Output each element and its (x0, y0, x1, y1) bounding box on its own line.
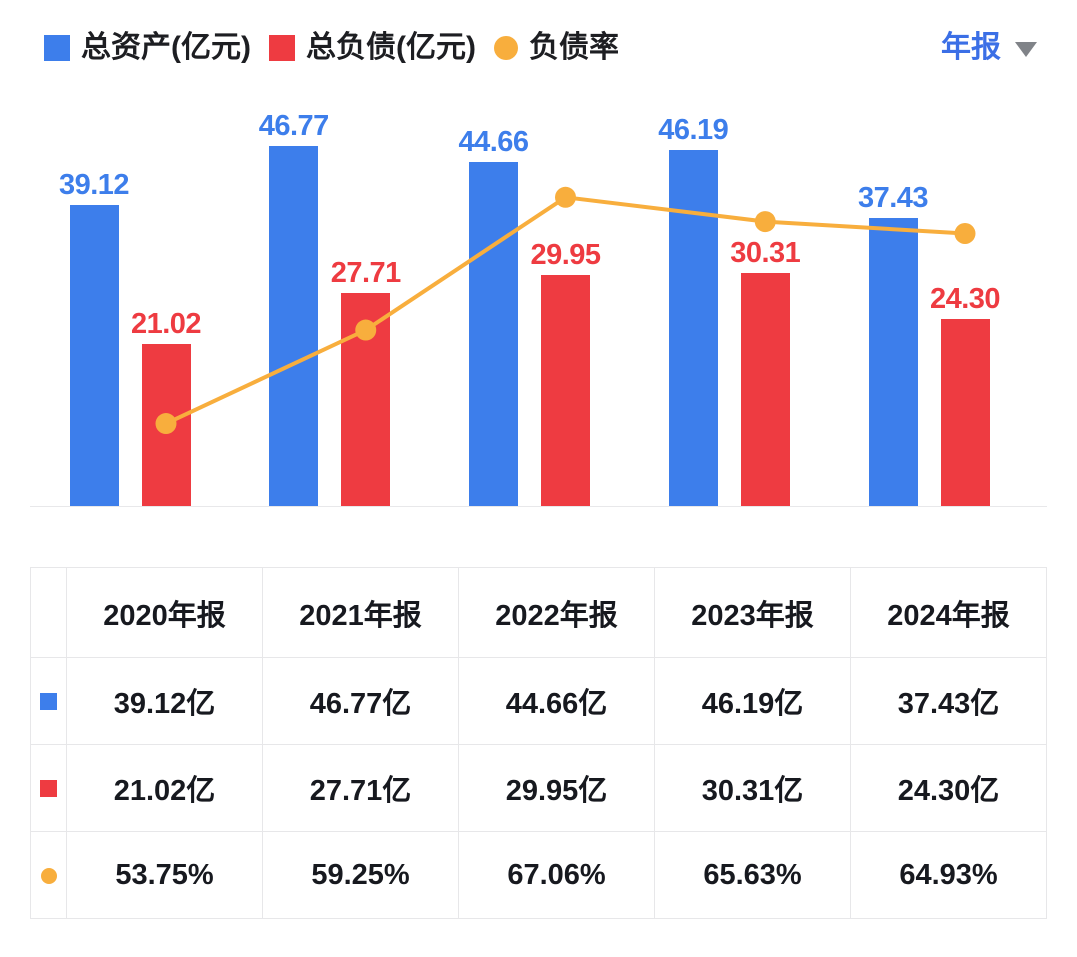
table-header-cell: 2020年报 (66, 567, 263, 658)
table-value-cell: 64.93% (850, 831, 1047, 919)
table-header-cell: 2023年报 (654, 567, 851, 658)
table-row-total-assets: 39.12亿 46.77亿 44.66亿 46.19亿 37.43亿 (30, 657, 1047, 745)
table-value-cell: 27.71亿 (262, 744, 459, 832)
table-header-row: 2020年报 2021年报 2022年报 2023年报 2024年报 (30, 567, 1047, 658)
table-header-cell: 2024年报 (850, 567, 1047, 658)
asset-bar-label: 37.43 (857, 181, 929, 214)
asset-bar-2024[interactable] (868, 217, 918, 506)
debt-ratio-point-2020[interactable] (155, 413, 177, 435)
liability-bar-label: 30.31 (730, 236, 801, 269)
liability-bar-label: 29.95 (530, 239, 601, 272)
debt-ratio-point-2021[interactable] (355, 319, 377, 341)
table-value-cell: 53.75% (66, 831, 263, 919)
legend-item-total-liabilities[interactable]: 总负债(亿元) (268, 31, 476, 64)
liability-bar-2024[interactable] (940, 318, 990, 506)
table-header-cell: 2021年报 (262, 567, 459, 658)
blue-square-swatch-icon (40, 693, 57, 711)
row-icon-cell (30, 657, 67, 745)
chart-baseline (30, 506, 1047, 507)
table-corner-cell (30, 567, 67, 658)
debt-ratio-point-2022[interactable] (555, 186, 576, 208)
period-selector[interactable]: 年报 (941, 33, 1037, 63)
table-value-cell: 37.43亿 (850, 657, 1047, 745)
table-row-total-liabilities: 21.02亿 27.71亿 29.95亿 30.31亿 24.30亿 (30, 744, 1047, 832)
table-value-cell: 21.02亿 (66, 744, 263, 832)
liability-bar-label: 21.02 (130, 308, 202, 341)
asset-bar-label: 39.12 (58, 168, 130, 201)
legend-item-label: 总资产(亿元) (81, 31, 251, 64)
chart-header: 总资产(亿元) 总负债(亿元) 负债率 年报 (44, 28, 1037, 68)
table-header-cell: 2022年报 (458, 567, 655, 658)
legend-item-debt-ratio[interactable]: 负债率 (493, 31, 619, 64)
bar-line-chart: 39.12 21.02 46.77 27.71 44.66 29.95 46.19 30.31… (30, 109, 1047, 507)
legend-item-label: 总负债(亿元) (305, 31, 476, 64)
debt-ratio-line (165, 195, 966, 426)
table-value-cell: 46.77亿 (262, 657, 459, 745)
debt-ratio-line-layer (155, 186, 976, 435)
legend-item-label: 负债率 (528, 31, 619, 64)
data-table: 2020年报 2021年报 2022年报 2023年报 2024年报 39.12亿 46.7… (30, 567, 1047, 919)
legend-item-total-assets[interactable]: 总资产(亿元) (44, 33, 251, 63)
liability-bar-2022[interactable] (541, 275, 590, 506)
asset-bar-label: 46.19 (658, 114, 729, 147)
asset-bar-2022[interactable] (469, 162, 518, 506)
table-row-debt-ratio: 53.75% 59.25% 67.06% 65.63% 64.93% (30, 831, 1047, 919)
debt-ratio-swatch-icon (493, 36, 518, 60)
table-value-cell: 59.25% (262, 831, 459, 919)
total-liabilities-swatch-icon (268, 35, 295, 61)
debt-ratio-point-2023[interactable] (754, 211, 776, 233)
asset-bar-2020[interactable] (69, 204, 119, 506)
liability-bar-label: 27.71 (330, 256, 402, 289)
row-icon-cell (30, 831, 67, 919)
total-assets-swatch-icon (44, 35, 70, 61)
table-value-cell: 24.30亿 (850, 744, 1047, 832)
chart-legend: 总资产(亿元) 总负债(亿元) 负债率 (44, 33, 619, 63)
table-value-cell: 30.31亿 (654, 744, 851, 832)
debt-ratio-point-2024[interactable] (954, 222, 976, 244)
red-square-swatch-icon (40, 780, 57, 798)
asset-bar-2021[interactable] (269, 145, 319, 506)
asset-bar-label: 46.77 (258, 109, 330, 142)
table-value-cell: 29.95亿 (458, 744, 655, 832)
table-value-cell: 65.63% (654, 831, 851, 919)
liability-bar-label: 24.30 (929, 282, 1001, 315)
period-label[interactable]: 年报 (941, 31, 1001, 64)
table-value-cell: 46.19亿 (654, 657, 851, 745)
liability-bar-2023[interactable] (740, 272, 790, 506)
table-value-cell: 44.66亿 (458, 657, 655, 745)
table-value-cell: 39.12亿 (66, 657, 263, 745)
chevron-down-icon (1015, 42, 1037, 57)
yellow-circle-swatch-icon (40, 867, 57, 884)
row-icon-cell (30, 744, 67, 832)
table-value-cell: 67.06% (458, 831, 655, 919)
asset-bar-label: 44.66 (458, 126, 529, 159)
